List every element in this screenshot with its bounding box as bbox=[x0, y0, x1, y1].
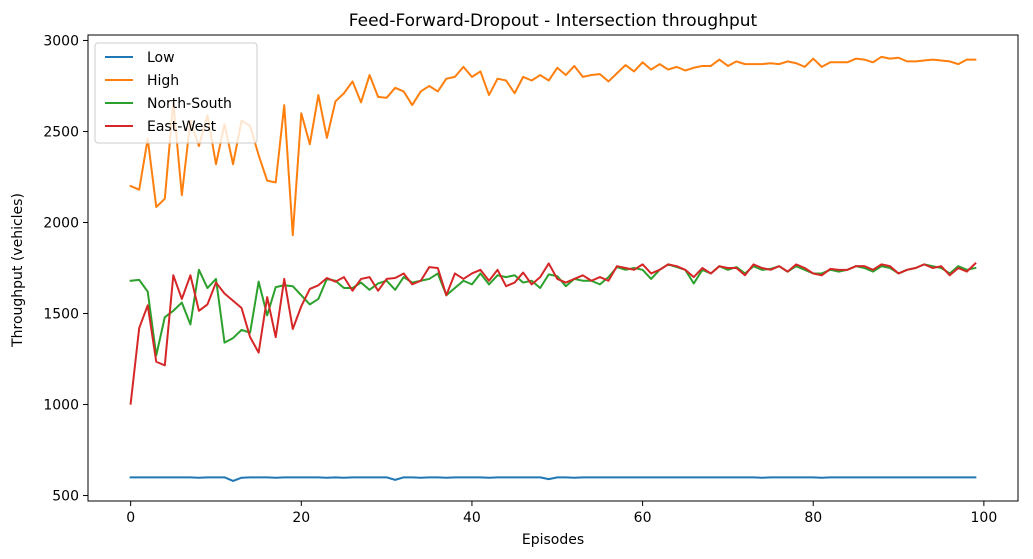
x-tick-label: 60 bbox=[634, 510, 652, 526]
legend-label-east-west: East-West bbox=[147, 119, 217, 135]
y-tick-label: 3000 bbox=[43, 33, 79, 49]
series-line-high bbox=[129, 55, 977, 237]
legend-label-north-south: North-South bbox=[147, 96, 232, 112]
x-tick-label: 80 bbox=[804, 510, 822, 526]
series-line-north-south bbox=[129, 263, 977, 357]
series-line-low bbox=[129, 476, 977, 482]
series-line-east-west bbox=[129, 262, 977, 405]
y-tick-label: 1000 bbox=[43, 398, 79, 414]
chart-title: Feed-Forward-Dropout - Intersection thro… bbox=[349, 11, 758, 31]
y-tick-label: 1500 bbox=[43, 307, 79, 323]
y-tick-label: 2000 bbox=[43, 215, 79, 231]
legend-box bbox=[94, 42, 258, 144]
x-tick-label: 100 bbox=[971, 510, 998, 526]
x-tick-label: 40 bbox=[463, 510, 481, 526]
x-tick-label: 0 bbox=[126, 510, 135, 526]
x-tick-label: 20 bbox=[292, 510, 310, 526]
legend-label-low: Low bbox=[147, 50, 175, 66]
y-tick-label: 500 bbox=[52, 489, 79, 505]
y-axis-label: Throughput (vehicles) bbox=[10, 193, 26, 348]
x-axis-label: Episodes bbox=[522, 532, 584, 548]
legend-label-high: High bbox=[147, 73, 179, 89]
y-tick-label: 2500 bbox=[43, 124, 79, 140]
axes-frame bbox=[87, 34, 1019, 502]
plot-area: 0 20 40 60 80 100 500 1000 1500 2000 2500 3000 Low Hi… bbox=[43, 33, 1019, 526]
